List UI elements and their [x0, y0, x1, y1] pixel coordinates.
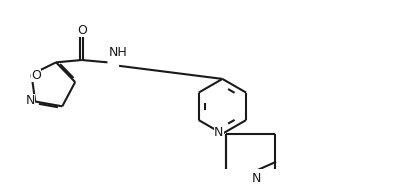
- Text: N: N: [214, 126, 224, 139]
- Text: N: N: [26, 94, 35, 107]
- Text: NH: NH: [109, 46, 128, 59]
- Text: N: N: [252, 172, 261, 185]
- Text: O: O: [31, 69, 41, 82]
- Text: O: O: [77, 24, 87, 37]
